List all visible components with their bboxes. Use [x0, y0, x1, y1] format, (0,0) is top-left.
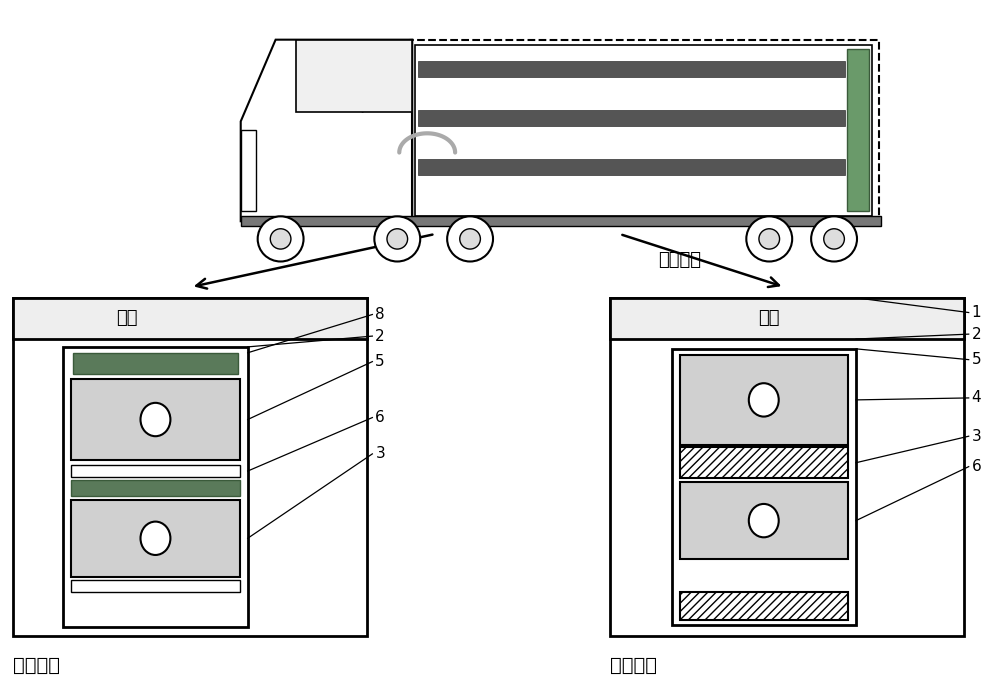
Circle shape	[258, 217, 304, 261]
Ellipse shape	[141, 403, 170, 436]
Circle shape	[447, 217, 493, 261]
Bar	[680, 447, 848, 479]
Text: 6: 6	[375, 410, 385, 425]
Text: 供热环节: 供热环节	[13, 656, 60, 675]
Text: 蓄热环节: 蓄热环节	[610, 656, 657, 675]
Bar	[241, 130, 256, 211]
Text: 3: 3	[375, 446, 385, 461]
Text: 4: 4	[972, 390, 981, 405]
Text: 用户: 用户	[116, 310, 137, 327]
Circle shape	[759, 229, 780, 249]
Bar	[410, 39, 879, 221]
Bar	[415, 45, 872, 217]
Bar	[13, 298, 367, 339]
Text: 工厂: 工厂	[758, 310, 780, 327]
Text: 2: 2	[375, 329, 385, 344]
Bar	[63, 347, 248, 627]
Bar	[71, 464, 240, 477]
Bar	[680, 592, 848, 620]
Ellipse shape	[749, 383, 779, 417]
Bar	[847, 50, 869, 211]
Bar	[680, 482, 848, 559]
Circle shape	[460, 229, 480, 249]
Bar	[71, 581, 240, 592]
Text: 3: 3	[972, 428, 981, 443]
Text: 5: 5	[972, 352, 981, 367]
Circle shape	[811, 217, 857, 261]
Bar	[418, 111, 845, 126]
Bar	[73, 353, 238, 374]
Text: 2: 2	[972, 327, 981, 342]
Polygon shape	[241, 39, 412, 221]
Circle shape	[374, 217, 420, 261]
Bar	[13, 298, 367, 636]
Circle shape	[746, 217, 792, 261]
Bar	[680, 354, 848, 445]
Text: 运输环节: 运输环节	[658, 251, 701, 269]
Polygon shape	[296, 39, 412, 112]
Bar	[241, 217, 881, 226]
Circle shape	[270, 229, 291, 249]
Bar	[71, 380, 240, 460]
Bar	[71, 500, 240, 576]
Text: 1: 1	[972, 305, 981, 320]
Bar	[610, 298, 964, 339]
Circle shape	[387, 229, 408, 249]
Bar	[71, 480, 240, 496]
Text: 6: 6	[972, 459, 981, 474]
Bar	[610, 298, 964, 636]
Bar	[418, 160, 845, 175]
Ellipse shape	[141, 521, 170, 555]
Text: 5: 5	[375, 354, 385, 369]
Text: 8: 8	[375, 307, 385, 322]
Bar	[672, 349, 856, 625]
Ellipse shape	[749, 504, 779, 537]
Text: 7: 7	[325, 85, 336, 103]
Bar	[418, 61, 845, 77]
Circle shape	[824, 229, 844, 249]
